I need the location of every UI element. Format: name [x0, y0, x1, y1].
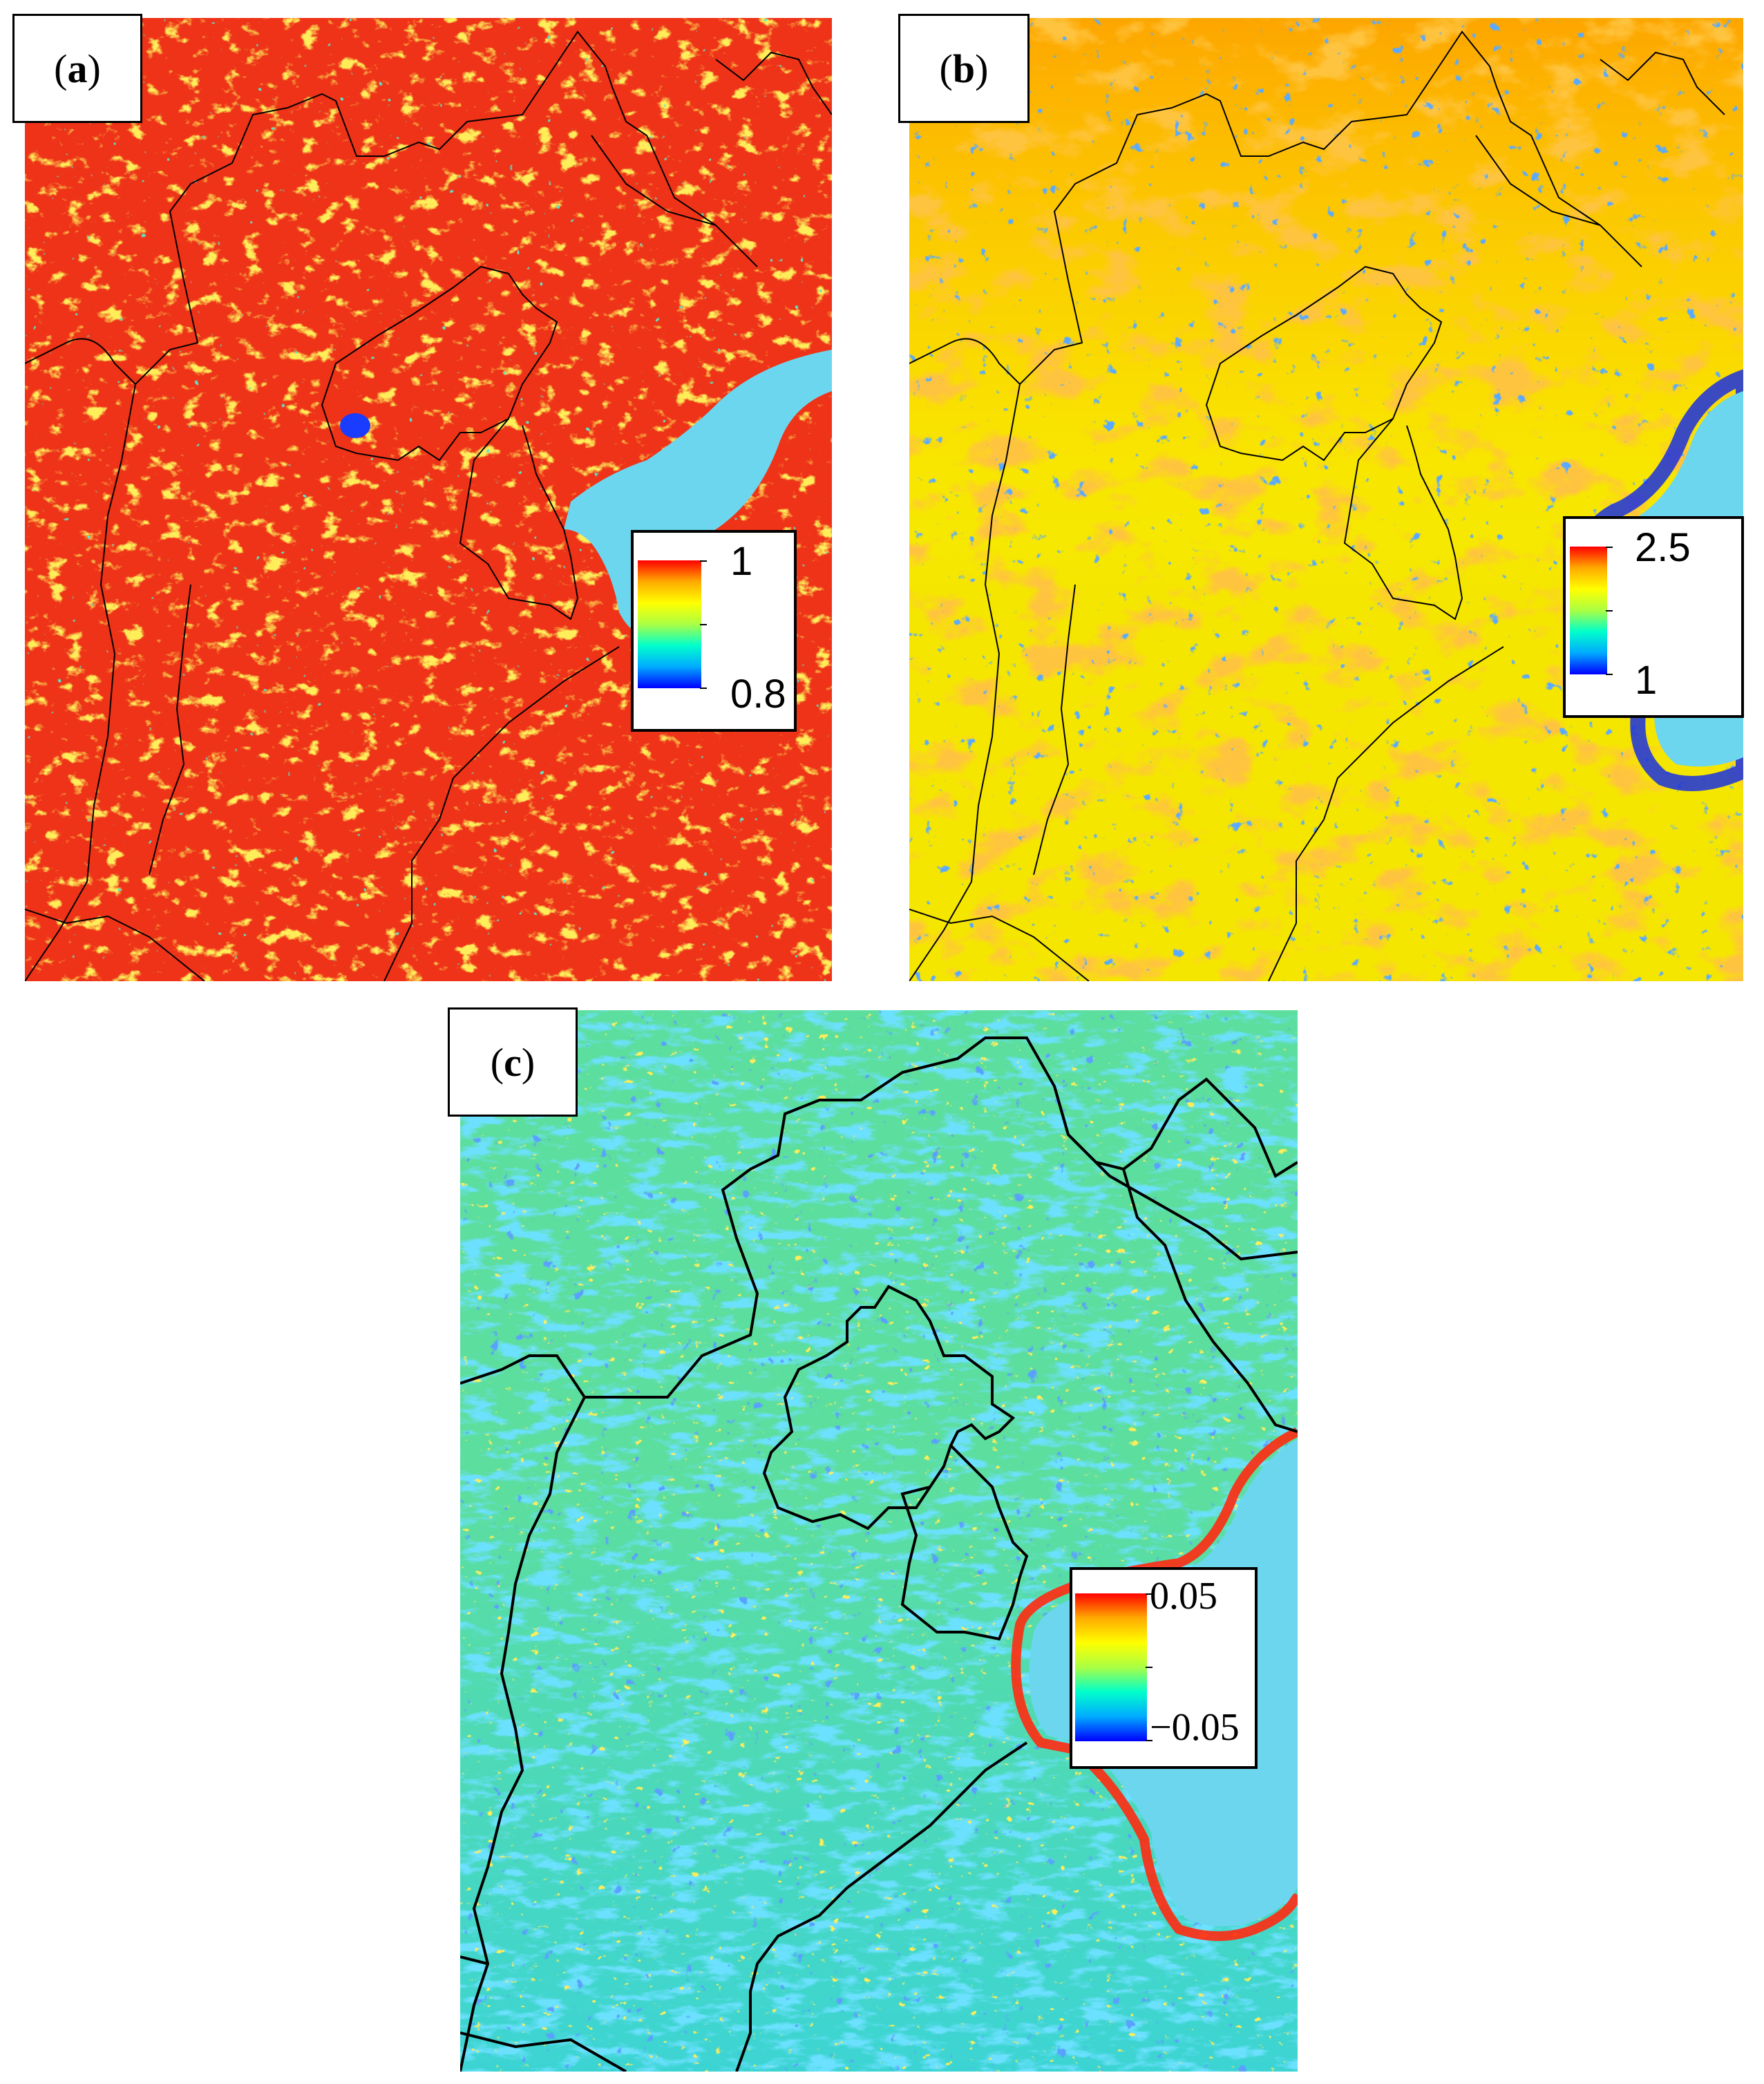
colorbar-legend-c: 0.05 −0.05	[1070, 1567, 1258, 1769]
legend-min-label: −0.05	[1150, 1706, 1240, 1749]
coastal-band	[1011, 1427, 1298, 1941]
panel-c: (c) 0.05 −0.05	[435, 1002, 1306, 2084]
panel-letter: c	[504, 1039, 522, 1085]
admin-boundaries	[460, 1036, 1298, 2072]
map-b-svg	[909, 18, 1743, 981]
admin-boundaries	[25, 30, 832, 981]
colorbar-tick	[1146, 1593, 1153, 1595]
legend-max-label: 2.5	[1635, 525, 1691, 570]
colorbar-gradient	[638, 560, 701, 688]
legend-max-label: 0.05	[1150, 1575, 1217, 1618]
colorbar-tick	[1146, 1667, 1153, 1668]
map-c	[460, 1010, 1298, 2072]
map-b	[909, 18, 1743, 981]
colorbar-tick	[1606, 547, 1613, 548]
map-a-svg	[25, 18, 832, 981]
colorbar-tick	[1146, 1740, 1153, 1741]
colorbar-tick	[700, 688, 707, 689]
colorbar-tick	[700, 560, 707, 562]
colorbar-legend-a: 1 0.8	[631, 530, 797, 732]
colorbar-tick	[1606, 674, 1613, 675]
admin-boundaries	[909, 30, 1725, 981]
panel-label-a: (a)	[12, 14, 142, 123]
panel-letter: b	[952, 46, 976, 91]
colorbar-tick	[1606, 610, 1613, 612]
legend-min-label: 0.8	[730, 672, 786, 717]
colorbar-legend-b: 2.5 1	[1563, 516, 1744, 718]
panel-label-b: (b)	[898, 14, 1030, 123]
colorbar-tick	[700, 624, 707, 625]
colorbar-gradient	[1075, 1593, 1147, 1741]
map-a	[25, 18, 832, 981]
panel-b: (b) 2.5 1	[884, 0, 1764, 995]
map-c-svg	[460, 1010, 1298, 2072]
panel-letter: a	[67, 46, 88, 91]
legend-max-label: 1	[730, 539, 753, 584]
low-value-patch	[340, 413, 370, 438]
legend-min-label: 1	[1635, 658, 1658, 703]
panel-a: (a) 1 0.8	[0, 0, 864, 995]
panel-label-c: (c)	[448, 1007, 578, 1117]
colorbar-gradient	[1570, 547, 1607, 674]
land-speckle	[909, 18, 1743, 981]
